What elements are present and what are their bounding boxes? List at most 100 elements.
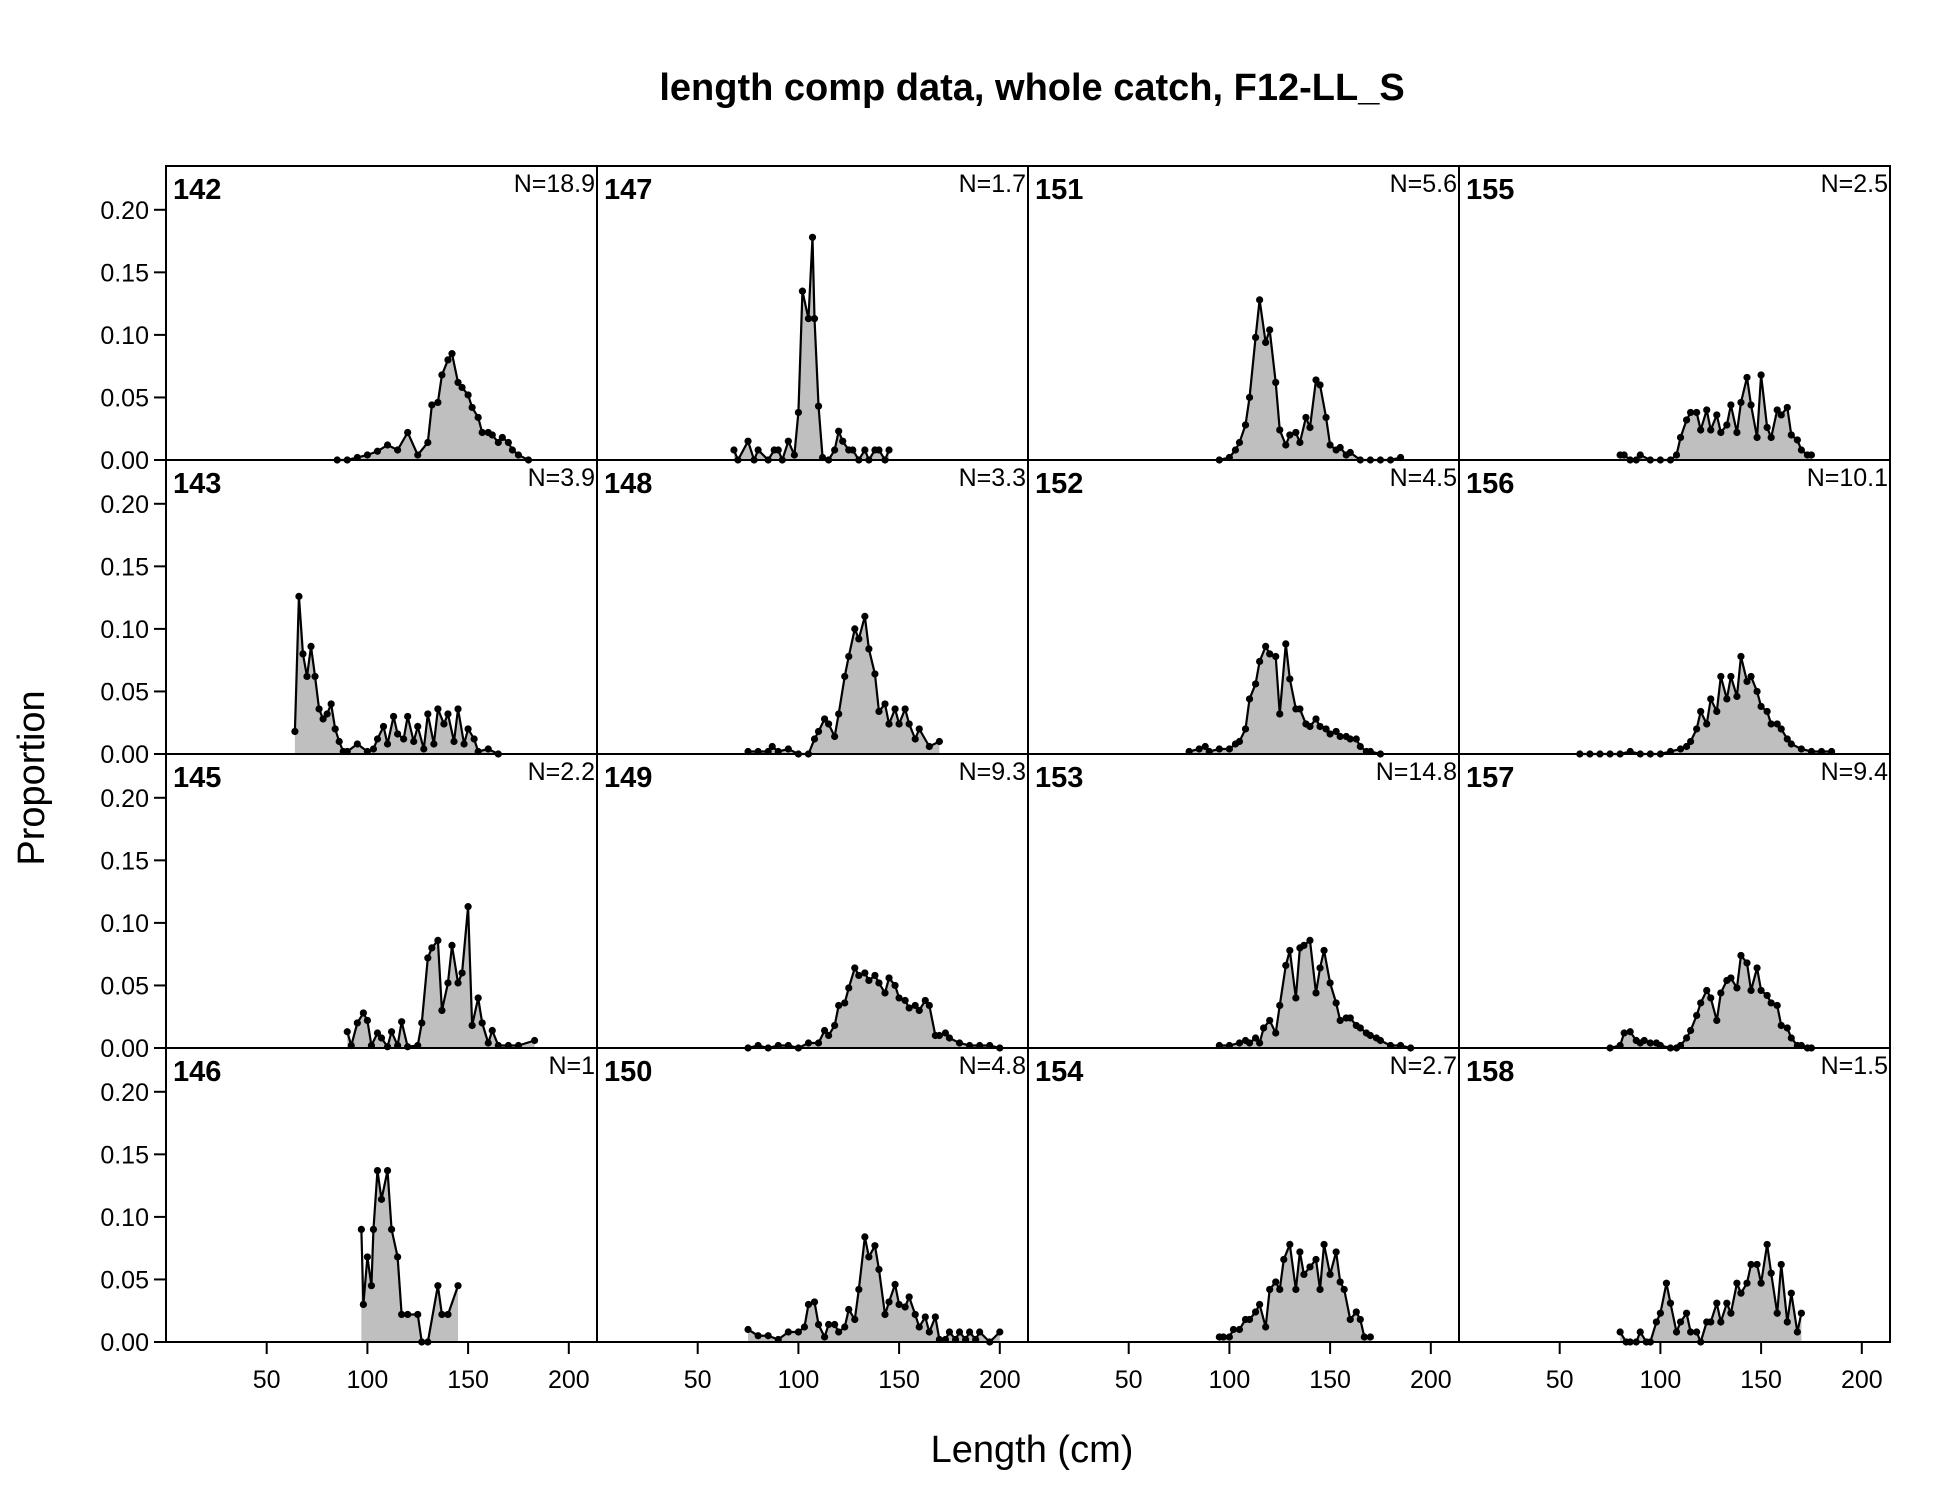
data-point: [363, 1253, 371, 1261]
data-point: [377, 1034, 386, 1042]
area-fill-146: [361, 1170, 459, 1342]
data-point: [808, 233, 817, 241]
data-point: [307, 642, 315, 651]
data-point: [861, 612, 869, 620]
data-point: [1262, 338, 1270, 346]
data-point: [845, 652, 853, 661]
data-point: [1707, 1318, 1715, 1326]
data-point: [383, 1167, 392, 1175]
data-point: [1666, 1299, 1675, 1307]
data-point: [1256, 1300, 1264, 1309]
y-tick-label: 0.10: [100, 322, 149, 350]
data-point: [1366, 1031, 1374, 1040]
data-point: [820, 1333, 829, 1341]
data-point: [1235, 737, 1244, 746]
panel-border: [596, 459, 1029, 755]
data-point: [1757, 702, 1765, 711]
data-point: [1376, 1036, 1385, 1045]
data-point: [1366, 1333, 1374, 1341]
data-point: [895, 994, 903, 1002]
data-point: [1245, 1315, 1254, 1324]
panel-146: 146 N=1 0.00 0.05 0.10 0.15 0.20 50 100 150 200: [100, 1047, 598, 1394]
data-point: [1763, 423, 1771, 432]
data-point: [1707, 994, 1715, 1002]
data-point: [1332, 999, 1340, 1007]
panel-n-label: N=5.6: [1390, 170, 1457, 198]
data-point: [1676, 433, 1685, 442]
data-point: [444, 1310, 452, 1319]
data-point: [353, 740, 361, 748]
data-point: [1346, 1315, 1354, 1324]
data-point: [895, 720, 903, 728]
data-point: [768, 742, 776, 751]
data-point: [1300, 941, 1308, 950]
panel-n-label: N=10.1: [1807, 464, 1888, 492]
x-tick-label: 100: [347, 1366, 389, 1394]
panel-id-label: 143: [173, 468, 221, 500]
data-point: [303, 672, 311, 681]
data-point: [1251, 1034, 1260, 1042]
data-point: [1753, 433, 1761, 442]
data-point: [1727, 974, 1735, 982]
data-point: [1316, 722, 1324, 731]
data-point: [901, 996, 909, 1005]
y-tick-label: 0.20: [100, 197, 149, 225]
data-point: [1777, 411, 1785, 419]
data-point: [1316, 1285, 1324, 1294]
data-point: [1783, 1318, 1791, 1326]
data-point: [1296, 705, 1304, 713]
data-point: [891, 705, 899, 713]
data-point: [754, 1332, 762, 1340]
data-point: [470, 735, 478, 743]
area-fill-156: [1579, 656, 1832, 754]
data-point: [1646, 1039, 1654, 1047]
data-point: [458, 383, 466, 392]
data-point: [1672, 1328, 1681, 1336]
data-point: [1215, 745, 1223, 753]
data-point: [1336, 732, 1344, 741]
data-point: [861, 446, 869, 454]
data-point: [955, 1039, 964, 1047]
data-point: [1336, 1016, 1344, 1025]
data-point: [1201, 742, 1209, 751]
data-point: [327, 700, 335, 708]
data-point: [1626, 1028, 1634, 1036]
data-point: [1360, 1333, 1368, 1341]
panel-148: 148 N=3.3: [596, 459, 1029, 758]
data-point: [1251, 1308, 1260, 1316]
panel-n-label: N=2.7: [1390, 1052, 1457, 1080]
y-tick-label: 0.20: [100, 1079, 149, 1107]
data-point: [1266, 1016, 1274, 1025]
panel-id-label: 149: [604, 762, 652, 794]
data-point: [1346, 1014, 1354, 1022]
data-point: [1703, 986, 1711, 995]
panel-border: [596, 1047, 1029, 1343]
data-point: [1235, 1325, 1244, 1334]
data-point: [454, 979, 462, 987]
panel-150: 150 N=4.8 50 100 150 200: [596, 1047, 1029, 1394]
data-point: [387, 1028, 396, 1036]
data-point: [418, 1019, 426, 1027]
data-point: [430, 740, 438, 748]
data-point: [404, 1310, 412, 1319]
data-point: [1743, 677, 1751, 686]
data-point: [1266, 1285, 1274, 1294]
data-point: [424, 710, 432, 718]
data-point: [861, 1233, 869, 1241]
data-point: [1733, 984, 1741, 992]
data-point: [1682, 416, 1691, 424]
data-point: [835, 427, 843, 435]
data-point: [460, 740, 468, 748]
data-point: [373, 447, 382, 455]
panel-n-label: N=2.5: [1821, 170, 1888, 198]
data-point: [488, 1026, 496, 1035]
data-point: [478, 428, 486, 437]
data-point: [1256, 657, 1264, 666]
data-point: [1672, 451, 1681, 459]
data-point: [1229, 1325, 1238, 1334]
data-point: [794, 408, 803, 417]
data-point: [1767, 720, 1775, 728]
data-point: [1713, 1016, 1721, 1025]
data-point: [323, 710, 331, 718]
data-point: [921, 996, 929, 1005]
